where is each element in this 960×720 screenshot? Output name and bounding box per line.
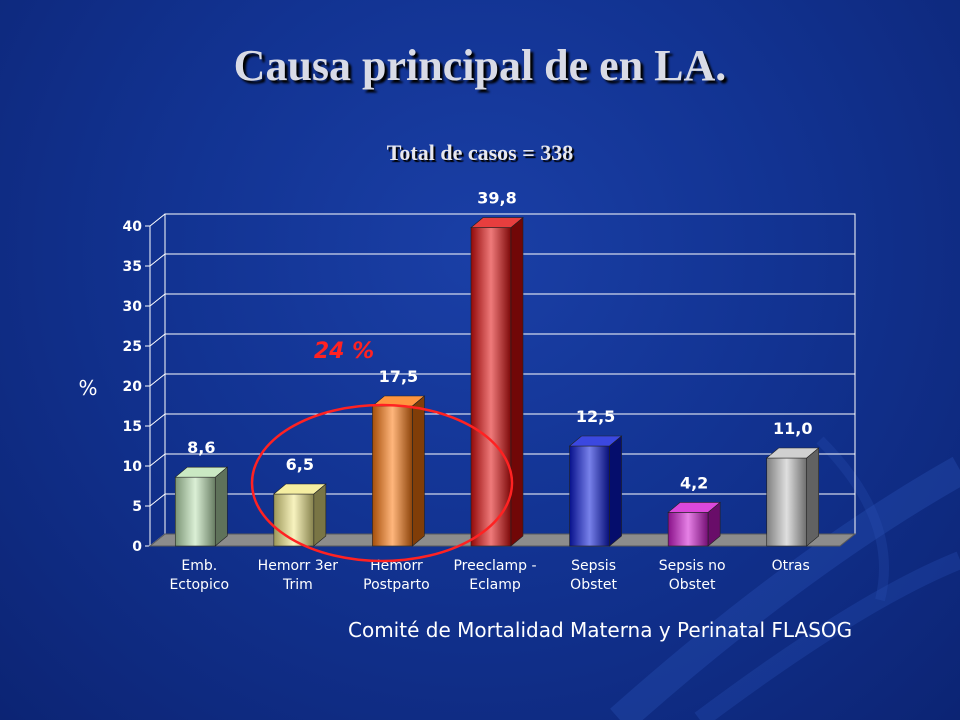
gridline-side xyxy=(149,373,166,387)
x-tick-label: Obstet xyxy=(669,577,716,593)
data-label: 4,2 xyxy=(680,473,708,492)
annotation-circle xyxy=(250,403,514,563)
y-tick-label: 25 xyxy=(123,339,142,355)
data-label: 6,5 xyxy=(286,455,314,474)
bar xyxy=(569,445,610,547)
x-tick-label: Sepsis xyxy=(571,558,616,574)
gridline-side xyxy=(149,493,166,507)
annotation-label: 24 % xyxy=(314,339,374,364)
data-label: 17,5 xyxy=(379,367,418,386)
x-tick-label: Preeclamp - xyxy=(453,558,536,574)
bar-side xyxy=(412,395,425,547)
slide-subtitle: Total de casos = 338 xyxy=(386,140,574,165)
y-tick-label: 15 xyxy=(123,419,142,435)
y-tick-label: 35 xyxy=(123,259,142,275)
slide-footer: Comité de Mortalidad Materna y Perinatal… xyxy=(348,618,853,642)
x-tick-label: Postparto xyxy=(363,577,430,593)
y-tick-label: 40 xyxy=(123,219,143,235)
data-label: 12,5 xyxy=(576,407,615,426)
gridline-side xyxy=(149,453,166,467)
bar-side xyxy=(214,466,228,547)
bar-side xyxy=(707,501,721,547)
bar-side xyxy=(609,435,622,547)
bar-side xyxy=(313,483,327,547)
y-tick-label: 30 xyxy=(123,299,143,315)
y-tick-label: 5 xyxy=(132,499,142,515)
gridline-side xyxy=(149,293,166,307)
bar xyxy=(470,227,512,547)
bar-side xyxy=(510,216,524,547)
gridline-side xyxy=(149,253,166,267)
x-tick-label: Otras xyxy=(772,558,810,574)
y-tick-label: 10 xyxy=(123,459,143,475)
gridline-side xyxy=(149,213,166,227)
bar xyxy=(667,512,709,547)
bar xyxy=(766,457,808,547)
gridline-side xyxy=(149,333,166,347)
slide-title: Causa principal de en LA. xyxy=(233,41,727,90)
bar xyxy=(174,476,216,547)
data-label: 11,0 xyxy=(773,419,812,438)
x-tick-label: Trim xyxy=(282,577,313,593)
bar xyxy=(273,493,315,547)
bar xyxy=(372,405,413,547)
data-label: 39,8 xyxy=(477,189,516,208)
gridline-side xyxy=(149,413,166,427)
data-label: 8,6 xyxy=(187,438,215,457)
x-tick-label: Sepsis no xyxy=(659,558,726,574)
y-tick-label: 20 xyxy=(123,379,143,395)
x-tick-label: Eclamp xyxy=(469,577,521,593)
y-axis-label: % xyxy=(78,376,97,400)
y-tick-label: 0 xyxy=(132,539,142,555)
x-tick-label: Obstet xyxy=(570,577,617,593)
x-tick-label: Hemorr 3er xyxy=(258,558,339,574)
x-tick-label: Ectopico xyxy=(169,577,229,593)
x-tick-label: Emb. xyxy=(181,558,217,574)
bar-side xyxy=(806,447,820,547)
